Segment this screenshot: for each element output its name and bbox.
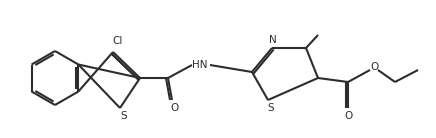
Text: N: N: [269, 35, 277, 45]
Text: O: O: [370, 62, 378, 72]
Text: Cl: Cl: [113, 36, 123, 46]
Text: S: S: [121, 111, 127, 121]
Text: S: S: [268, 103, 274, 113]
Text: O: O: [344, 111, 352, 121]
Text: O: O: [170, 103, 178, 113]
Text: HN: HN: [192, 60, 208, 70]
